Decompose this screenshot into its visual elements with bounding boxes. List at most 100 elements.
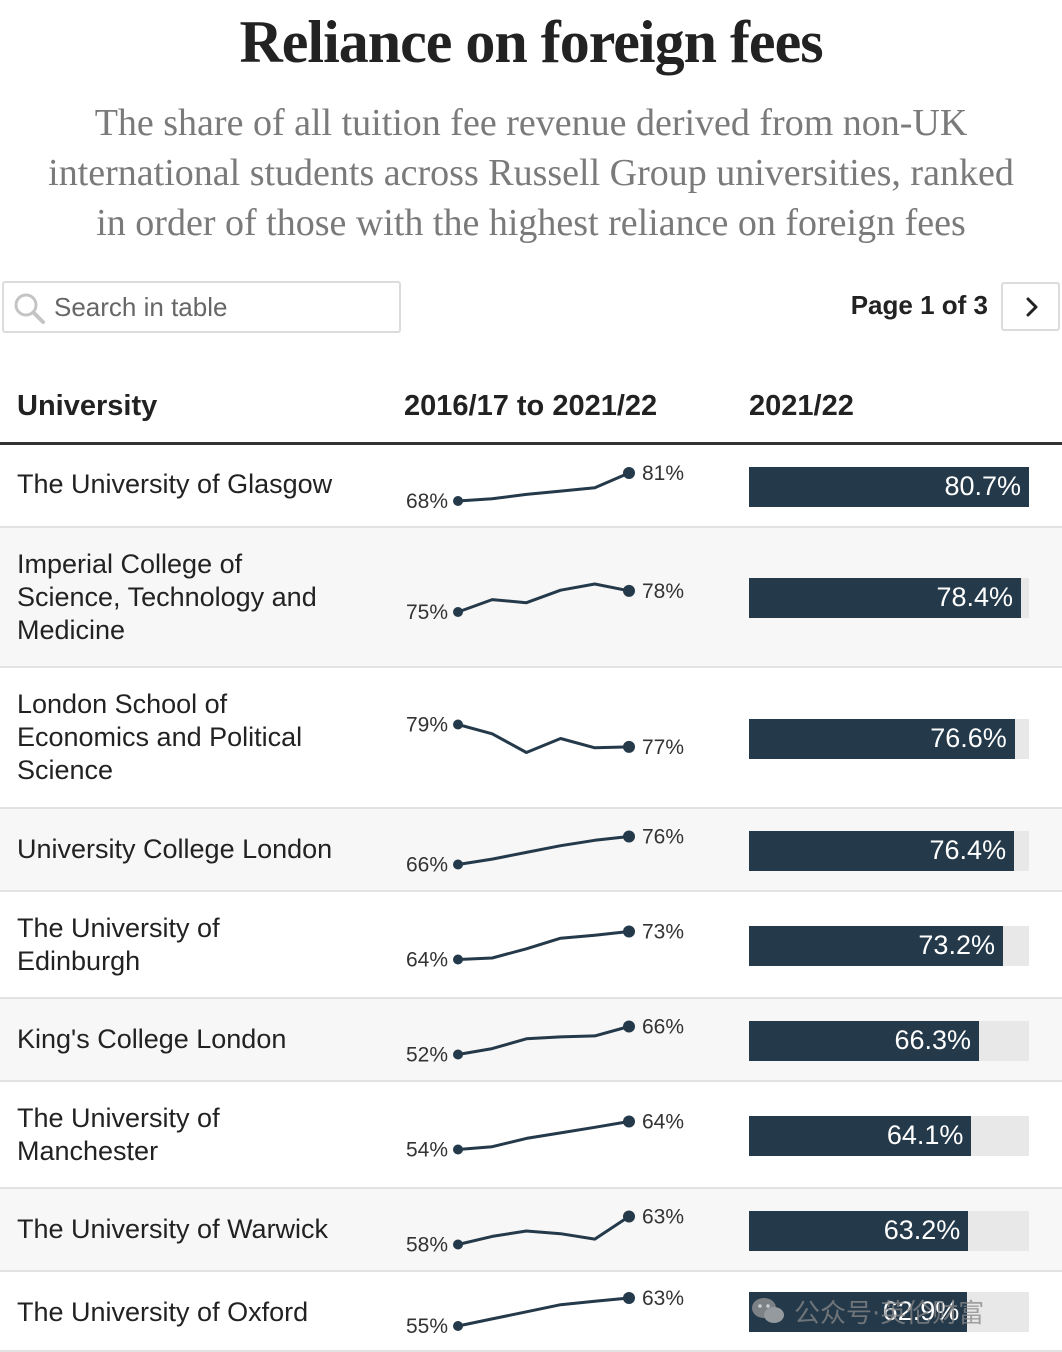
university-name: Imperial College of Science, Technology a… xyxy=(17,548,377,647)
trend-end-point xyxy=(623,1020,635,1033)
trend-line xyxy=(457,930,630,961)
trend-start-point xyxy=(453,496,463,506)
chevron-right-icon xyxy=(1026,297,1038,317)
bar-value-label: 80.7% xyxy=(944,471,1021,501)
trend-start-point xyxy=(453,1144,463,1155)
table-row: University College London 66% 76% 76.4% xyxy=(0,809,1062,892)
trend-end-label: 63% xyxy=(642,1206,684,1229)
page-subtitle: The share of all tuition fee revenue der… xyxy=(0,98,1062,248)
subtitle-line-3: in order of those with the highest relia… xyxy=(96,202,966,244)
university-name-line: Science xyxy=(17,755,114,785)
header-rule xyxy=(0,442,1062,445)
bar-fill: 76.6% xyxy=(749,718,1015,759)
trend-end-label: 64% xyxy=(642,1111,684,1134)
table-row: The University of Edinburgh 64% 73% 73.2% xyxy=(0,892,1062,999)
university-name-line: Edinburgh xyxy=(17,946,141,976)
trend-sparkline: 68% 81% xyxy=(406,462,684,513)
bar-fill: 80.7% xyxy=(749,467,1029,507)
trend-end-point xyxy=(623,467,635,479)
bar-fill: 76.4% xyxy=(749,830,1015,871)
trend-sparkline: 64% 73% xyxy=(406,921,684,972)
university-name: The University of Edinburgh xyxy=(17,912,377,978)
trend-line xyxy=(457,835,630,866)
trend-line xyxy=(457,723,630,754)
next-page-button[interactable] xyxy=(1001,282,1060,331)
subtitle-line-2: international students across Russell Gr… xyxy=(48,152,1014,194)
university-name-line: Imperial College of xyxy=(17,549,243,579)
trend-end-point xyxy=(623,740,635,753)
bar-value-label: 73.2% xyxy=(918,929,995,960)
bar-track: 62.9% xyxy=(749,1292,1029,1332)
trend-end-label: 66% xyxy=(642,1016,684,1039)
table-row: The University of Oxford 55% 63% 62.9% xyxy=(0,1272,1062,1352)
bar-value-label: 66.3% xyxy=(894,1024,972,1055)
trend-end-point xyxy=(623,584,635,597)
page-title: Reliance on foreign fees xyxy=(239,9,823,75)
university-name-line: Medicine xyxy=(17,615,126,645)
university-name-line: King's College London xyxy=(17,1024,287,1054)
table-row: The University of Glasgow 68% 81% 80.7% xyxy=(0,446,1062,528)
bar-value-label: 76.6% xyxy=(930,722,1007,753)
table-row: London School of Economics and Political S… xyxy=(0,668,1062,809)
university-name-line: The University of xyxy=(17,913,220,943)
trend-start-point xyxy=(453,607,463,617)
bar-fill: 62.9% xyxy=(749,1292,968,1332)
university-name: London School of Economics and Political S… xyxy=(17,688,377,787)
trend-end-point xyxy=(623,1115,635,1128)
university-name-line: The University of xyxy=(17,1103,220,1133)
trend-start-label: 79% xyxy=(406,714,448,737)
trend-start-point xyxy=(453,954,463,965)
university-name-line: The University of Warwick xyxy=(17,1214,329,1244)
trend-sparkline: 79% 77% xyxy=(406,714,684,759)
bar-value-label: 78.4% xyxy=(936,582,1014,612)
watermark-text: 公众号·英伦财富 xyxy=(794,1298,985,1329)
trend-end-point xyxy=(623,1292,635,1304)
bar-fill: 64.1% xyxy=(749,1115,972,1156)
trend-end-point xyxy=(623,925,635,938)
table-row: The University of Warwick 58% 63% 63.2% xyxy=(0,1189,1062,1272)
trend-start-label: 64% xyxy=(406,949,448,972)
trend-end-label: 63% xyxy=(642,1287,684,1310)
university-name: The University of Oxford xyxy=(17,1296,377,1329)
table-row: The University of Manchester 54% 64% 64.1% xyxy=(0,1082,1062,1189)
trend-end-label: 76% xyxy=(642,826,684,849)
trend-line xyxy=(457,471,630,503)
bar-value-label: 76.4% xyxy=(929,834,1007,865)
trend-start-point xyxy=(453,859,463,870)
bar-value-label: 64.1% xyxy=(886,1119,964,1150)
column-header-university[interactable]: University xyxy=(17,390,158,422)
trend-start-point xyxy=(453,719,463,730)
trend-line xyxy=(457,582,630,614)
subtitle-line-1: The share of all tuition fee revenue der… xyxy=(94,102,968,144)
university-name-line: Science, Technology and xyxy=(17,582,317,612)
university-name: The University of Warwick xyxy=(17,1213,377,1246)
bar-value-label: 62.9% xyxy=(882,1296,960,1326)
search-input[interactable] xyxy=(54,289,394,325)
trend-start-label: 75% xyxy=(406,601,448,624)
trend-end-label: 78% xyxy=(642,580,684,603)
trend-start-point xyxy=(453,1321,463,1331)
trend-line xyxy=(457,1215,630,1246)
trend-sparkline: 52% 66% xyxy=(406,1016,684,1067)
column-header-latest[interactable]: 2021/22 xyxy=(749,390,854,422)
university-name-line: University College London xyxy=(17,834,333,864)
trend-sparkline: 54% 64% xyxy=(406,1111,684,1162)
trend-sparkline: 55% 63% xyxy=(406,1287,684,1338)
trend-start-label: 58% xyxy=(406,1234,448,1257)
bar-fill: 73.2% xyxy=(749,925,1003,966)
trend-line xyxy=(457,1296,630,1328)
trend-end-label: 73% xyxy=(642,921,684,944)
trend-sparkline: 66% 76% xyxy=(406,826,684,877)
bar-fill: 66.3% xyxy=(749,1020,980,1061)
trend-sparkline: 58% 63% xyxy=(406,1206,684,1257)
column-header-trend[interactable]: 2016/17 to 2021/22 xyxy=(404,390,658,422)
trend-line xyxy=(457,1120,630,1151)
trend-start-point xyxy=(453,1239,463,1250)
bar-fill: 63.2% xyxy=(749,1210,969,1251)
university-name: University College London xyxy=(17,833,377,866)
watermark: 公众号·英伦财富 xyxy=(750,1290,1040,1332)
trend-start-label: 54% xyxy=(406,1139,448,1162)
bar-track: 66.3% xyxy=(749,1020,1029,1061)
search-box[interactable] xyxy=(2,281,401,333)
wechat-icon xyxy=(752,1298,784,1323)
